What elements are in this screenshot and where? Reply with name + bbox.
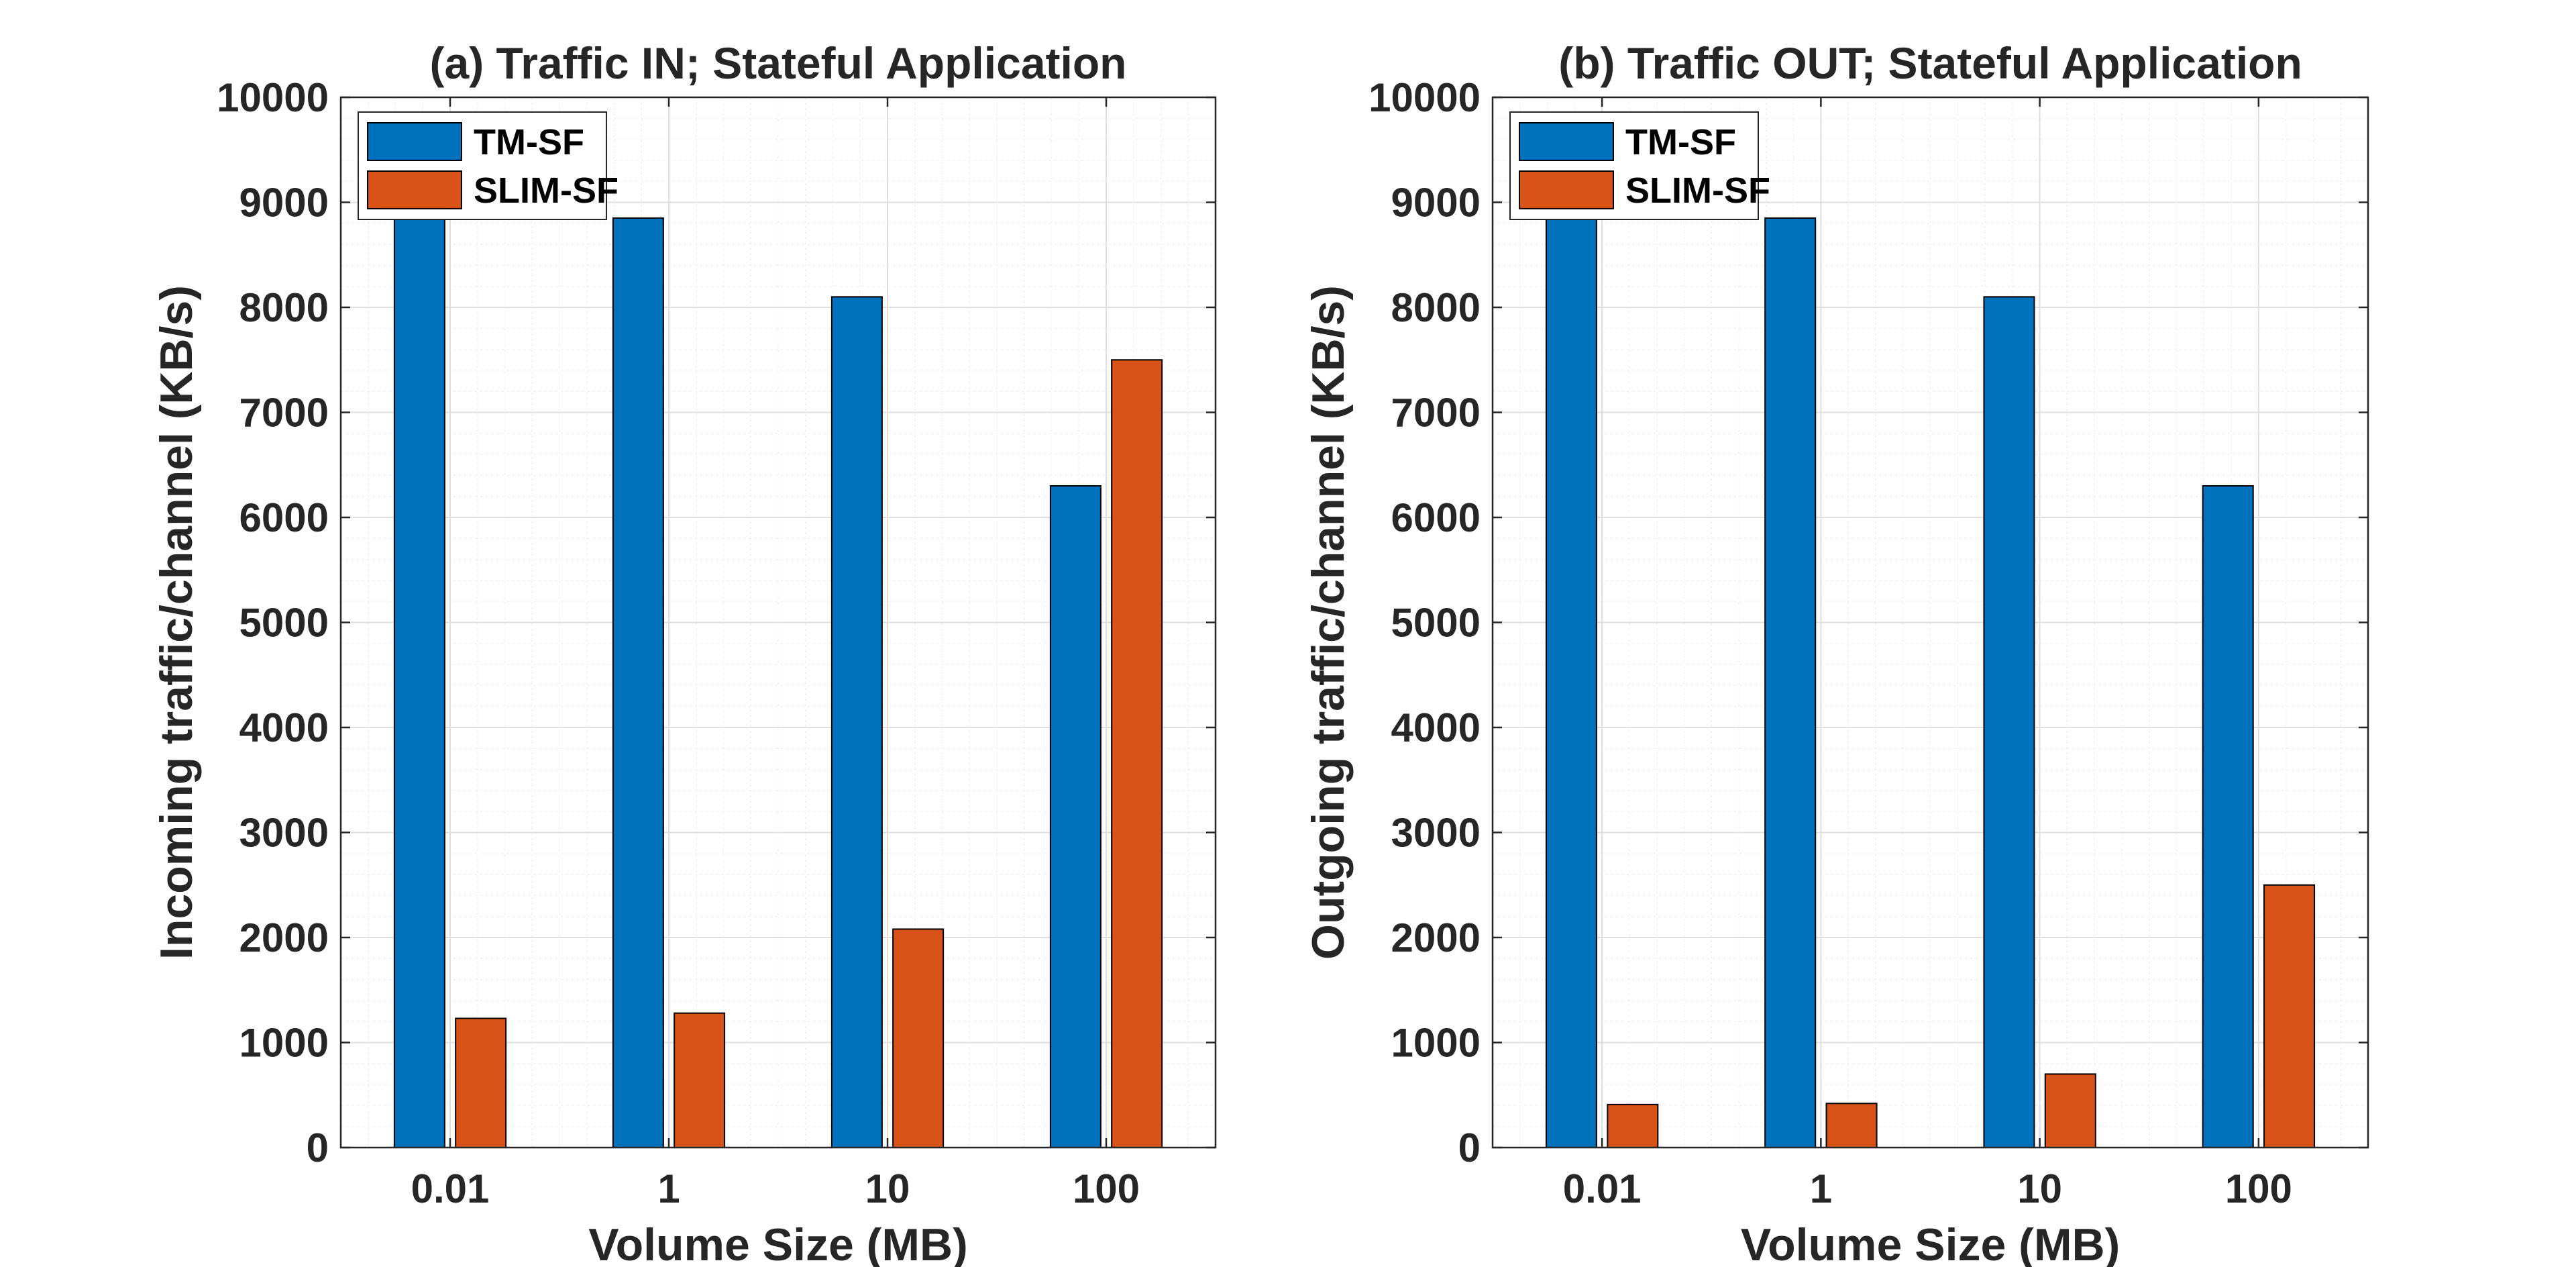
x-axis-label: Volume Size (MB) <box>588 1219 967 1267</box>
x-axis-label: Volume Size (MB) <box>1741 1219 2120 1267</box>
y-tick-label: 3000 <box>239 811 329 856</box>
legend-label-tm-sf: TM-SF <box>474 122 584 162</box>
bar-slim-sf-100 <box>1111 359 1163 1148</box>
y-axis-label: Outgoing traffic/channel (KB/s) <box>1303 285 1354 960</box>
x-tick-label: 1 <box>1810 1166 1832 1211</box>
bar-tm-sf-10 <box>830 296 883 1149</box>
x-tick-labels: 0.01 1 10 100 <box>411 1166 1140 1211</box>
bar-slim-sf-0-01 <box>1607 1103 1659 1148</box>
y-axis-label: Incoming traffic/channel (KB/s) <box>151 285 202 960</box>
x-tick-label: 100 <box>1073 1166 1140 1211</box>
legend: TM-SF SLIM-SF <box>358 111 619 220</box>
chart-panel-a: 0100020003000400050006000700080009000100… <box>151 38 1217 1267</box>
bar-slim-sf-10 <box>892 928 945 1148</box>
y-tick-label: 8000 <box>239 285 329 330</box>
bar-tm-sf-100 <box>1049 485 1102 1148</box>
y-tick-label: 1000 <box>1391 1021 1481 1066</box>
y-tick-label: 5000 <box>1391 601 1481 646</box>
tick-marks <box>341 96 1216 1149</box>
legend-label-slim-sf: SLIM-SF <box>1625 170 1770 211</box>
bars <box>393 217 1163 1149</box>
tick-marks <box>1493 96 2368 1149</box>
y-tick-label: 2000 <box>1391 915 1481 960</box>
y-tick-label: 4000 <box>239 705 329 750</box>
x-tick-label: 0.01 <box>411 1166 490 1211</box>
x-tick-labels: 0.01 1 10 100 <box>1563 1166 2292 1211</box>
legend-label-tm-sf: TM-SF <box>1625 122 1736 162</box>
bar-tm-sf-10 <box>1983 296 2035 1149</box>
y-tick-label: 9000 <box>1391 181 1481 225</box>
x-tick-label: 10 <box>865 1166 910 1211</box>
bar-slim-sf-100 <box>2263 884 2316 1148</box>
y-tick-label: 4000 <box>1391 705 1481 750</box>
y-tick-label: 6000 <box>1391 495 1481 540</box>
bar-tm-sf-0-01 <box>1545 217 1597 1149</box>
y-tick-label: 7000 <box>239 391 329 436</box>
legend-label-slim-sf: SLIM-SF <box>474 170 619 211</box>
chart-title: (a) Traffic IN; Stateful Application <box>430 38 1127 88</box>
bar-slim-sf-1 <box>674 1012 726 1149</box>
y-tick-label: 7000 <box>1391 391 1481 436</box>
y-tick-labels: 0 1000 2000 3000 4000 5000 6000 7000 8000 9000 100… <box>1368 75 1481 1170</box>
x-tick-label: 1 <box>657 1166 680 1211</box>
chart-panel-b: 0100020003000400050006000700080009000100… <box>1303 38 2369 1267</box>
x-tick-label: 100 <box>2225 1166 2292 1211</box>
bar-tm-sf-100 <box>2202 485 2254 1148</box>
x-tick-label: 10 <box>2017 1166 2062 1211</box>
y-tick-label: 9000 <box>239 181 329 225</box>
legend-swatch-tm-sf <box>1519 122 1614 161</box>
y-tick-labels: 0 1000 2000 3000 4000 5000 6000 7000 8000 9000 100… <box>217 75 329 1170</box>
y-tick-label: 3000 <box>1391 811 1481 856</box>
chart-title: (b) Traffic OUT; Stateful Application <box>1558 38 2302 88</box>
y-tick-label: 10000 <box>217 75 329 120</box>
bars <box>1545 217 2316 1149</box>
legend-swatch-tm-sf <box>367 122 462 161</box>
legend-swatch-slim-sf <box>367 170 462 209</box>
bar-slim-sf-0-01 <box>455 1017 507 1148</box>
bar-tm-sf-1 <box>1764 217 1817 1149</box>
y-tick-label: 10000 <box>1368 75 1481 120</box>
bar-tm-sf-0-01 <box>393 217 445 1149</box>
bar-slim-sf-1 <box>1825 1103 1878 1149</box>
y-tick-label: 5000 <box>239 601 329 646</box>
y-tick-label: 0 <box>307 1125 329 1170</box>
y-tick-label: 1000 <box>239 1021 329 1066</box>
y-tick-label: 2000 <box>239 915 329 960</box>
y-tick-label: 6000 <box>239 495 329 540</box>
legend-swatch-slim-sf <box>1519 170 1614 209</box>
bar-tm-sf-1 <box>612 217 664 1149</box>
x-tick-label: 0.01 <box>1563 1166 1642 1211</box>
y-tick-label: 0 <box>1458 1125 1481 1170</box>
y-tick-label: 8000 <box>1391 285 1481 330</box>
legend: TM-SF SLIM-SF <box>1509 111 1770 220</box>
bar-slim-sf-10 <box>2044 1073 2096 1148</box>
